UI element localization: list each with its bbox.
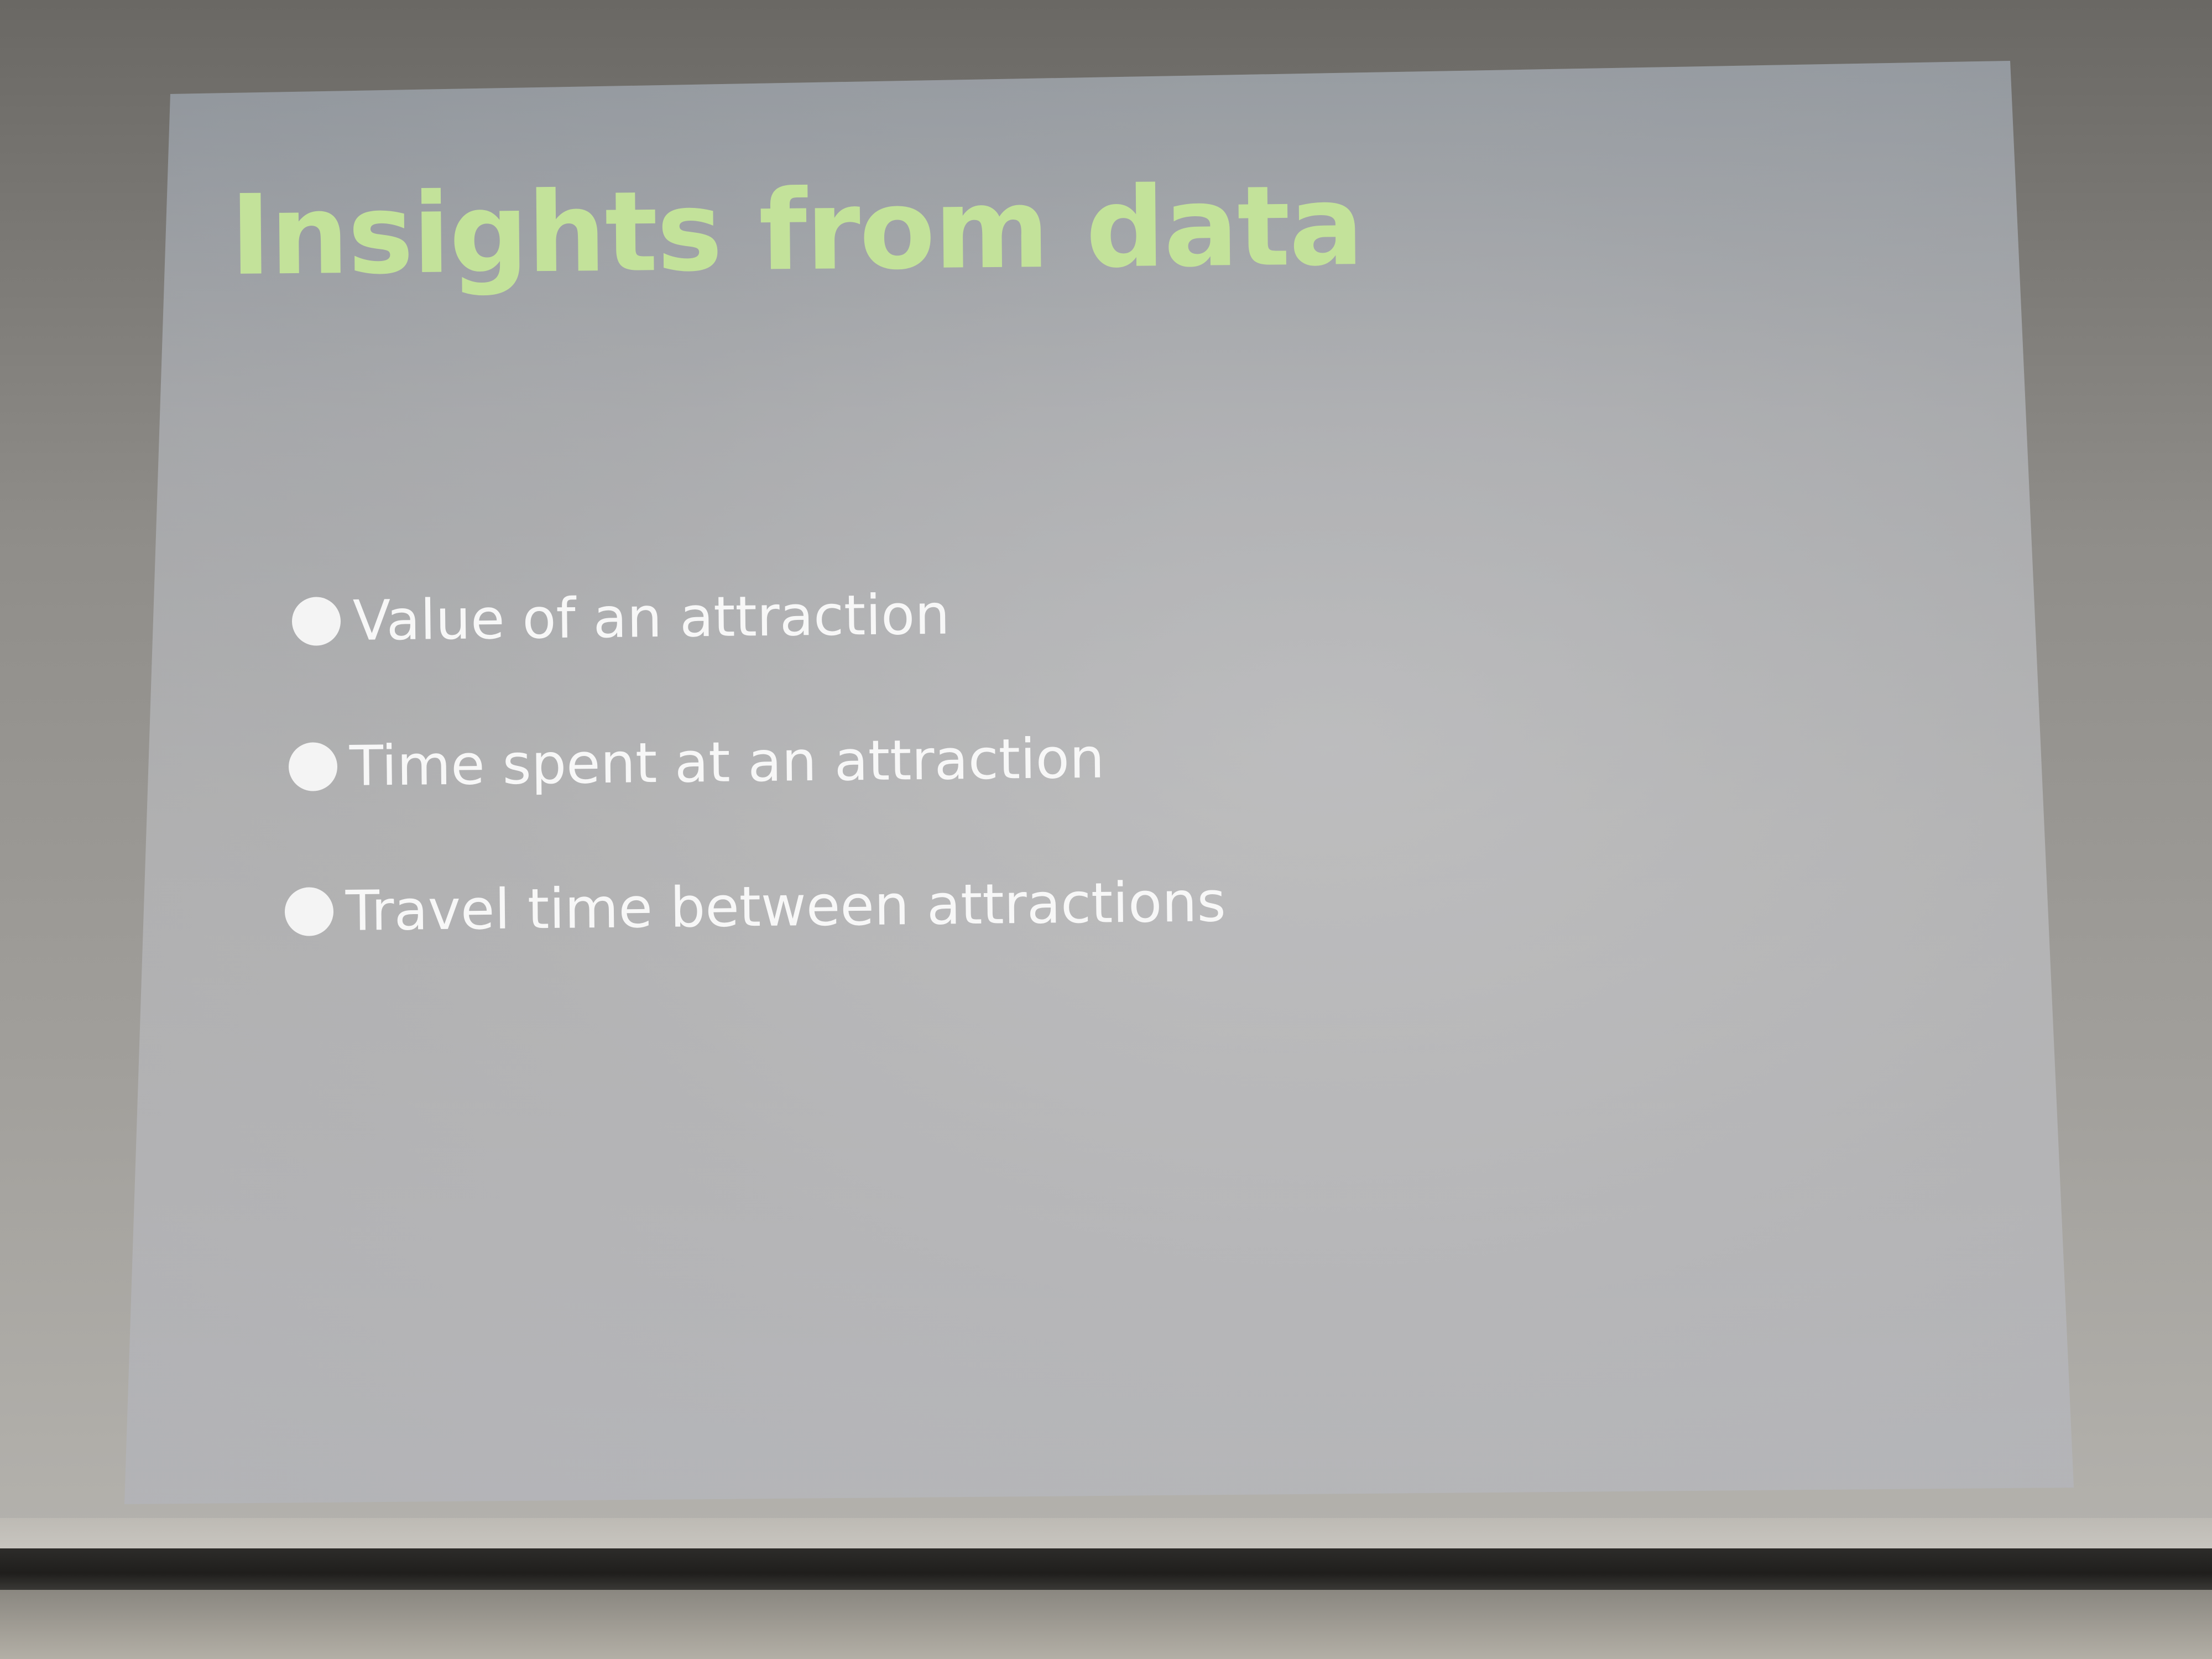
bullet-text: Value of an attraction [352,582,951,653]
bullet-dot-icon [288,742,338,791]
bullet-item: Time spent at an attraction [288,726,1105,799]
lower-wall [0,1590,2212,1659]
bullet-item: Travel time between attractions [284,869,1226,944]
bullet-text: Time spent at an attraction [349,726,1105,799]
bullet-text: Travel time between attractions [345,869,1227,943]
slide-title: Insights from data [229,161,1363,300]
bullet-dot-icon [291,596,341,646]
screen-bottom-edge [0,1518,2212,1548]
bullet-item: Value of an attraction [291,582,950,654]
bullet-dot-icon [284,886,334,936]
screen-rail [0,1548,2212,1590]
